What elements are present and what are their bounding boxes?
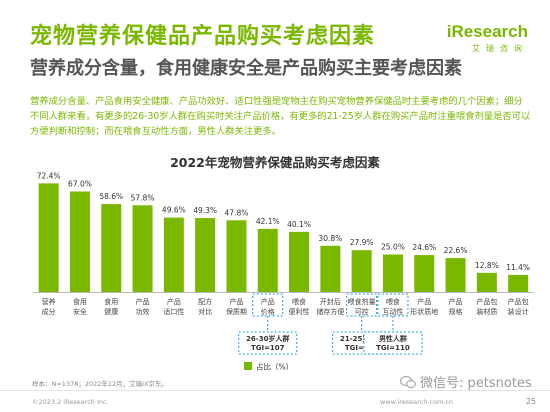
bar — [351, 250, 372, 292]
page-subtitle: 营养成分含量，食用健康安全是产品购买主要考虑因素 — [30, 58, 462, 79]
wechat-text: 微信号: petsnotes — [420, 376, 532, 391]
website-text: www.iresearch.com.cn — [380, 398, 454, 406]
bar-value-label: 67.0% — [68, 180, 92, 189]
bar-value-label: 25.0% — [381, 243, 405, 252]
category-label: 配方 — [198, 297, 212, 306]
highlight-text: TGI=110 — [345, 344, 379, 352]
bar — [445, 258, 466, 292]
category-label: 规格 — [449, 307, 463, 316]
bar — [257, 228, 278, 292]
highlight-category-frame — [346, 293, 378, 317]
bar — [508, 274, 529, 292]
category-label: 健康 — [104, 307, 118, 316]
highlight-box — [238, 331, 298, 355]
bar-value-label: 57.8% — [131, 193, 155, 202]
chart-title: 2022年宠物营养保健品购买考虑因素 — [170, 155, 380, 170]
wechat-watermark: 微信号: petsnotes — [400, 372, 532, 391]
category-label: 价格 — [261, 307, 275, 316]
highlight-box — [363, 331, 423, 355]
category-label: 适口性 — [163, 307, 184, 316]
bar — [38, 183, 59, 292]
logo-main-text: iResearch — [446, 22, 528, 41]
bar-value-label: 40.1% — [287, 220, 311, 229]
source-note: 样本：N=1378；2022年12月，艾瑞iX京东。 — [32, 380, 168, 388]
highlight-text: 男性人群 — [379, 334, 407, 343]
category-label: 喂食 — [292, 297, 306, 306]
bar — [320, 245, 341, 292]
category-label: 产品包 — [508, 297, 529, 306]
category-label: 食用 — [104, 297, 118, 306]
category-label: 可控 — [355, 307, 369, 316]
wechat-icon — [400, 375, 416, 388]
category-label: 开封后 — [320, 297, 341, 306]
category-label: 营养 — [42, 297, 56, 306]
category-label: 安全 — [73, 307, 87, 316]
page-title: 宠物营养保健品产品购买考虑因素 — [30, 24, 376, 49]
category-label: 成分 — [42, 307, 56, 316]
bar-value-label: 47.8% — [225, 208, 249, 217]
page-number: 25 — [525, 397, 536, 406]
bar — [226, 220, 247, 292]
category-label: 喂食剂量 — [348, 297, 376, 306]
category-label: 对比 — [198, 307, 212, 316]
legend-label: 占比（%） — [256, 362, 293, 372]
category-label: 产品 — [261, 297, 275, 306]
bar-value-label: 22.6% — [444, 246, 468, 255]
category-label: 储存方便 — [316, 307, 344, 316]
category-label: 装材质 — [476, 307, 497, 316]
category-label: 功效 — [136, 307, 150, 316]
category-label: 食用 — [73, 297, 87, 306]
bar — [382, 254, 403, 292]
category-label: 产品 — [229, 297, 243, 306]
category-label: 保质期 — [226, 307, 247, 316]
category-label: 形状质地 — [410, 307, 438, 316]
bar-value-label: 42.1% — [256, 217, 280, 226]
category-label: 装设计 — [508, 307, 529, 316]
iresearch-logo: iResearch 艾瑞咨询 — [447, 22, 528, 54]
category-label: 产品 — [449, 297, 463, 306]
category-label: 互动性 — [382, 307, 403, 316]
bar — [163, 217, 184, 292]
highlight-text: 21-25岁人群 — [340, 334, 383, 343]
bar — [414, 255, 435, 292]
category-label: 产品 — [167, 297, 181, 306]
bar — [69, 191, 90, 292]
footer-divider — [0, 390, 550, 391]
bar-value-label: 49.3% — [193, 206, 217, 215]
description-paragraph: 营养成分含量、产品食用安全健康、产品功效好、适口性强是宠物主在购买宠物营养保健品… — [30, 96, 531, 137]
bar — [476, 272, 497, 292]
legend-swatch — [244, 362, 252, 370]
copyright-text: ©2023.2 iResearch Inc. — [32, 398, 109, 406]
logo-sub-text: 艾瑞咨询 — [472, 44, 528, 53]
bar-value-label: 27.9% — [350, 238, 374, 247]
category-label: 产品 — [417, 297, 431, 306]
bar — [195, 218, 216, 292]
bar — [132, 205, 153, 292]
bar-value-label: 58.6% — [99, 192, 123, 201]
bar-value-label: 12.8% — [475, 261, 499, 270]
category-label: 产品 — [136, 297, 150, 306]
bar-value-label: 72.4% — [37, 171, 61, 180]
category-label: 喂食 — [386, 297, 400, 306]
highlight-category-frame — [377, 293, 409, 317]
bar — [101, 204, 122, 292]
highlight-text: 26-30岁人群 — [246, 334, 289, 343]
highlight-text: TGI=107 — [251, 344, 285, 352]
bar — [289, 231, 310, 292]
bar-value-label: 49.6% — [162, 206, 186, 215]
highlight-text: TGI=110 — [376, 344, 410, 352]
bar-value-label: 24.6% — [412, 243, 436, 252]
category-label: 便利性 — [289, 307, 310, 316]
bar-value-label: 30.8% — [318, 234, 342, 243]
highlight-category-frame — [252, 293, 284, 317]
bar-value-label: 11.4% — [506, 263, 530, 272]
category-label: 产品包 — [476, 297, 497, 306]
